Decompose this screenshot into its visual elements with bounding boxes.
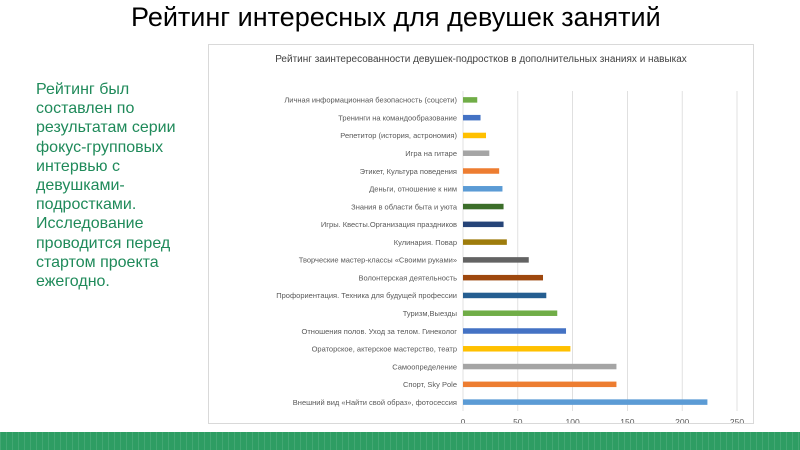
bar — [463, 381, 617, 388]
bar — [463, 186, 503, 192]
category-label: Отношения полов. Уход за телом. Гинеколо… — [302, 327, 458, 336]
bar — [463, 292, 547, 299]
category-label: Спорт, Sky Pole — [403, 380, 457, 389]
chart-title: Рейтинг заинтересованности девушек-подро… — [275, 54, 687, 65]
category-label: Тренинги на командообразование — [338, 113, 457, 122]
x-tick-label: 0 — [461, 417, 466, 423]
bar — [463, 221, 504, 228]
x-tick-label: 50 — [513, 417, 523, 423]
bar — [463, 399, 708, 405]
bar — [463, 239, 507, 245]
slide-body-text: Рейтинг был составлен по результатам сер… — [36, 81, 176, 291]
bar — [463, 114, 481, 121]
bar — [463, 274, 544, 281]
chart-plot: 0 50 100 150 200 250 Личная информационная без… — [276, 91, 744, 423]
x-tick-label: 250 — [730, 417, 744, 423]
x-tick-label: 100 — [566, 417, 580, 423]
category-label: Игры. Квесты.Организация праздников — [321, 220, 457, 229]
slide-title: Рейтинг интересных для девушек занятий — [131, 2, 661, 32]
category-label: Профориентация. Техника для будущей проф… — [276, 291, 457, 300]
bar — [463, 97, 478, 103]
category-label: Личная информационная безопасность (соцс… — [284, 96, 457, 105]
bar — [463, 310, 558, 316]
chart-frame: Рейтинг заинтересованности девушек-подро… — [208, 44, 754, 424]
bar — [463, 257, 529, 263]
x-tick-label: 150 — [620, 417, 634, 423]
category-label: Самоопределение — [392, 362, 457, 371]
category-label: Знания в области быта и уюта — [351, 202, 458, 211]
x-tick-label: 200 — [675, 417, 689, 423]
category-label: Репетитор (история, астрономия) — [340, 131, 457, 140]
category-label: Туризм,Выезды — [403, 309, 457, 318]
bar — [463, 150, 490, 156]
category-label: Этикет, Культура поведения — [360, 167, 457, 176]
bar — [463, 363, 617, 370]
category-label: Деньги, отношение к ним — [369, 185, 457, 194]
bar — [463, 346, 571, 352]
category-label: Игра на гитаре — [405, 149, 457, 158]
category-label: Волонтерская деятельность — [358, 273, 457, 282]
footer-band — [0, 432, 800, 450]
bar — [463, 168, 500, 174]
category-label: Внешний вид «Найти свой образ», фотосесс… — [293, 398, 457, 407]
category-label: Ораторское, актерское мастерство, театр — [312, 345, 457, 354]
category-label: Творческие мастер-классы «Своими руками» — [299, 256, 457, 265]
bar — [463, 132, 487, 139]
bar — [463, 203, 504, 210]
category-label: Кулинария. Повар — [394, 238, 457, 247]
bar — [463, 328, 567, 334]
